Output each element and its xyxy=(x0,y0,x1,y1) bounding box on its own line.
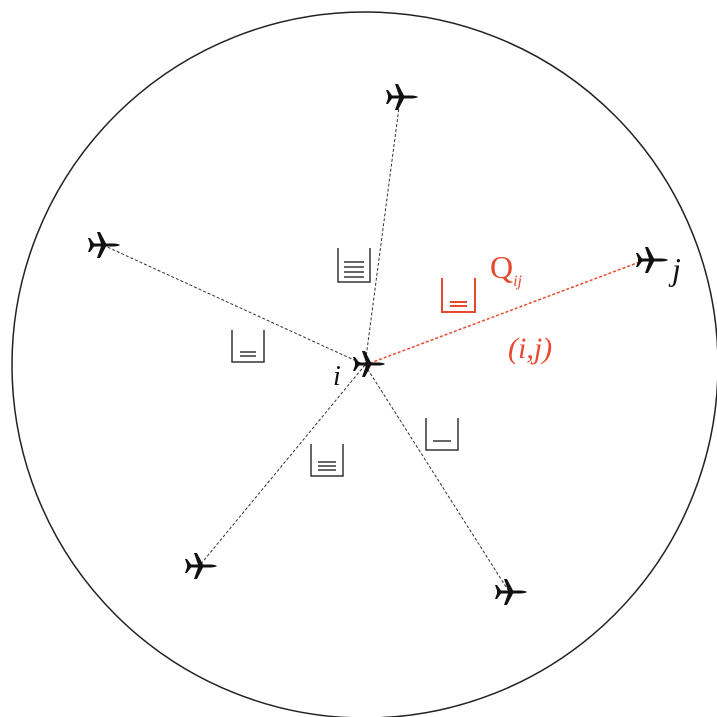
links xyxy=(104,99,509,591)
edge-symbol: Qij xyxy=(490,249,523,290)
node-label: i xyxy=(333,361,341,392)
edge-pair: (i,j) xyxy=(508,332,552,365)
edge-subscript: ij xyxy=(513,273,522,290)
range-circle xyxy=(11,11,717,717)
queues xyxy=(231,248,459,477)
node-label: j xyxy=(668,251,681,287)
queue-ij xyxy=(441,278,476,313)
edge-symbol-main: Q xyxy=(490,249,513,285)
aircraft xyxy=(88,84,668,605)
